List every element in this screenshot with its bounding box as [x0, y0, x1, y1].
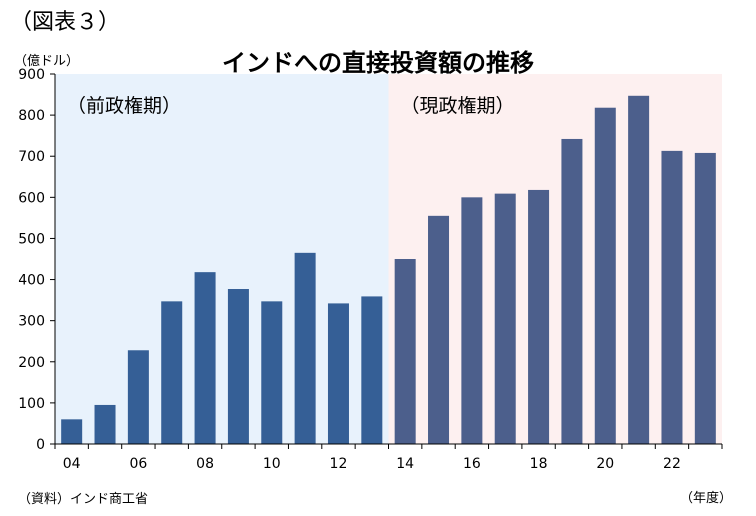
- x-tick-label-06: 06: [129, 456, 147, 472]
- bar-15: [428, 215, 450, 444]
- bar-16: [461, 197, 483, 444]
- bar-05: [94, 404, 116, 444]
- x-tick-label-16: 16: [463, 456, 481, 472]
- y-tick-label-600: 600: [18, 190, 45, 206]
- x-tick-label-08: 08: [196, 456, 214, 472]
- figure-label: （図表３）: [10, 10, 121, 35]
- bar-22: [661, 150, 683, 444]
- x-tick-label-22: 22: [663, 456, 681, 472]
- bars: [61, 95, 716, 445]
- y-tick-label-300: 300: [18, 314, 45, 330]
- x-tick-label-20: 20: [596, 456, 614, 472]
- y-tick-label-0: 0: [36, 437, 45, 453]
- bar-18: [528, 189, 550, 444]
- bar-11: [294, 252, 316, 444]
- bar-07: [161, 301, 183, 444]
- period-label-2: （現政権期）: [401, 95, 515, 117]
- period-label-1: （前政権期）: [67, 95, 181, 117]
- bar-09: [227, 289, 249, 444]
- bar-21: [628, 95, 650, 445]
- y-tick-label-100: 100: [18, 396, 45, 412]
- y-tick-label-900: 900: [18, 67, 45, 83]
- bar-19: [561, 138, 583, 444]
- x-ticks: 04 06 08 10 12 14 16 18 20 22: [54, 444, 723, 472]
- x-tick-label-14: 14: [396, 456, 414, 472]
- x-tick-label-04: 04: [63, 456, 81, 472]
- y-tick-label-400: 400: [18, 273, 45, 289]
- y-tick-label-700: 700: [18, 149, 45, 165]
- period-backgrounds: [55, 74, 722, 444]
- x-tick-label-12: 12: [330, 456, 348, 472]
- y-ticks: 0 100 200 300 400 500 600 700 800 900: [18, 67, 55, 453]
- x-tick-label-10: 10: [263, 456, 281, 472]
- bar-14: [394, 259, 416, 444]
- y-tick-label-800: 800: [18, 108, 45, 124]
- bar-06: [127, 350, 149, 444]
- bar-04: [61, 419, 83, 444]
- bar-20: [594, 107, 616, 444]
- x-tick-label-18: 18: [530, 456, 548, 472]
- bar-17: [494, 193, 516, 444]
- source-note: （資料）インド商工省: [18, 492, 149, 507]
- y-unit-label: （億ドル）: [14, 54, 80, 69]
- bar-23: [694, 152, 716, 444]
- chart-title: インドへの直接投資額の推移: [222, 49, 534, 77]
- y-tick-label-200: 200: [18, 355, 45, 371]
- bar-10: [261, 301, 283, 444]
- period-labels: （前政権期） （現政権期）: [67, 95, 515, 117]
- bar-08: [194, 272, 216, 444]
- y-tick-label-500: 500: [18, 231, 45, 247]
- bar-13: [361, 296, 383, 444]
- x-unit-label: （年度）: [680, 491, 733, 506]
- bar-12: [327, 303, 349, 444]
